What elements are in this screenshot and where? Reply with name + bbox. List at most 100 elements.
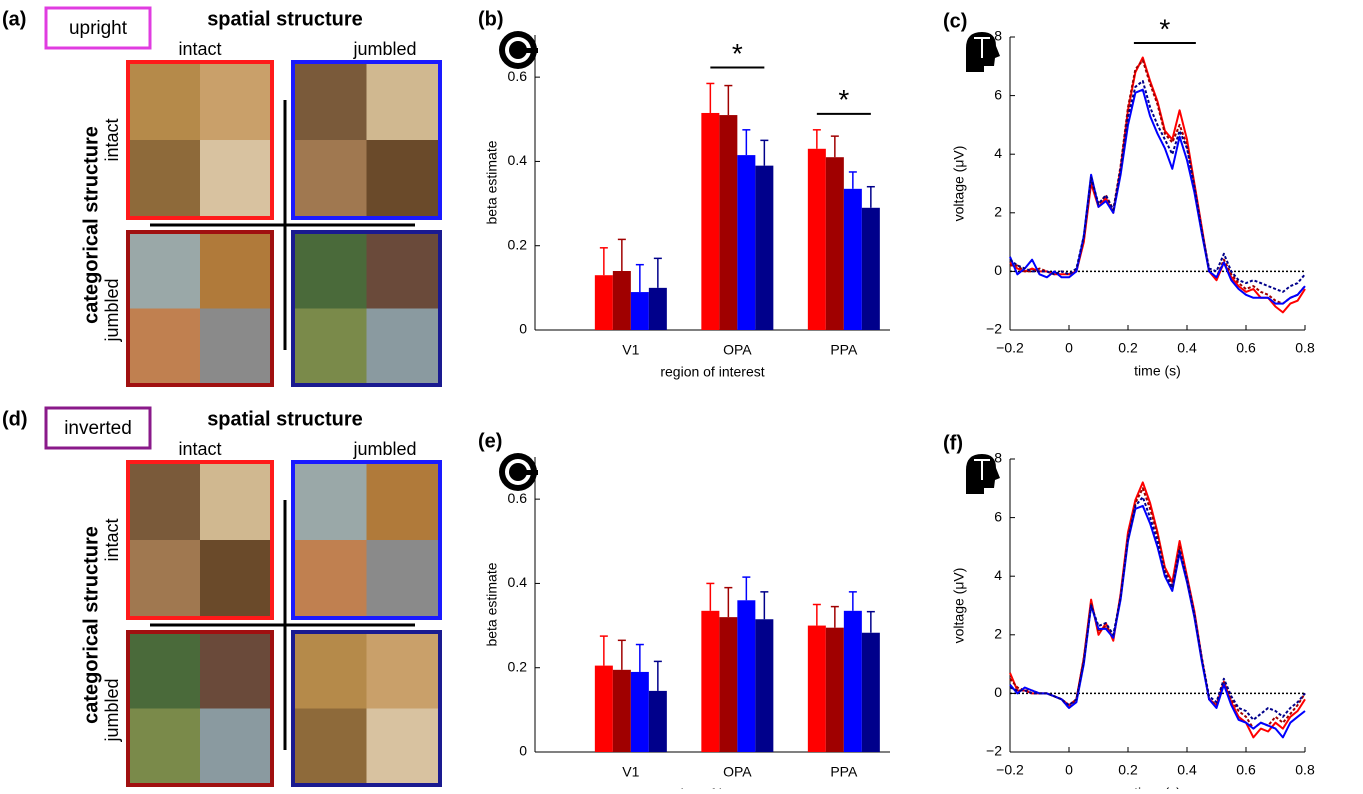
- x-axis-label: time (s): [1134, 363, 1181, 379]
- y-tick-label: 4: [994, 145, 1002, 161]
- x-tick-label: 0.4: [1177, 762, 1197, 778]
- bar: [843, 188, 862, 330]
- scene-photo: [293, 632, 367, 709]
- significance-star: *: [838, 84, 849, 115]
- y-tick-label: 0.4: [508, 152, 528, 168]
- bar: [825, 157, 844, 330]
- column-header: spatial structure: [207, 408, 363, 430]
- x-tick-label: 0.6: [1236, 762, 1256, 778]
- row-label: jumbled: [102, 278, 122, 342]
- x-tick-label: 0.8: [1295, 762, 1315, 778]
- scene-photo: [293, 140, 367, 218]
- scene-photo: [366, 462, 440, 540]
- x-tick-label: 0: [1065, 340, 1073, 356]
- x-tick-label: −0.2: [996, 762, 1024, 778]
- y-axis-label: voltage (μV): [951, 146, 967, 222]
- scene-photo: [200, 140, 272, 218]
- scene-photo: [128, 462, 200, 540]
- column-header: spatial structure: [207, 8, 363, 30]
- x-tick-label: 0.6: [1236, 340, 1256, 356]
- bar: [843, 610, 862, 752]
- condition-frame: [291, 60, 442, 220]
- bar: [648, 690, 667, 752]
- panel-label: (f): [943, 432, 963, 454]
- y-tick-label: 0.4: [508, 574, 528, 590]
- x-tick-label: 0: [1065, 762, 1073, 778]
- scanner-icon: [516, 470, 538, 475]
- y-tick-label: 6: [994, 508, 1002, 524]
- scene-photo: [128, 708, 200, 785]
- x-tick-label: 0.2: [1118, 340, 1138, 356]
- x-tick-label: V1: [622, 764, 639, 780]
- bar: [807, 625, 826, 752]
- x-tick-label: −0.2: [996, 340, 1024, 356]
- y-axis-label: beta estimate: [484, 140, 500, 224]
- erp-line: [1009, 504, 1306, 739]
- y-tick-label: 0: [519, 743, 527, 759]
- condition-box: [44, 406, 152, 450]
- significance-star: *: [732, 38, 743, 69]
- bar: [737, 155, 756, 330]
- bar: [755, 165, 774, 330]
- scene-photo: [128, 308, 200, 385]
- eeg-icon: [974, 37, 990, 58]
- bar: [612, 669, 631, 752]
- scene-photo: [366, 232, 440, 309]
- bar: [701, 610, 720, 752]
- scene-photo: [128, 540, 200, 618]
- scene-photo: [200, 232, 272, 309]
- scene-photo: [366, 308, 440, 385]
- x-tick-label: PPA: [830, 342, 858, 358]
- y-tick-label: −2: [986, 743, 1002, 759]
- erp-line: [1009, 496, 1306, 721]
- condition-frame: [291, 230, 442, 387]
- scene-photo: [293, 462, 367, 540]
- row-header: categorical structure: [80, 526, 102, 724]
- erp-line: [1009, 481, 1306, 739]
- bar: [719, 617, 738, 752]
- y-tick-label: 2: [994, 626, 1002, 642]
- column-label: jumbled: [352, 439, 416, 459]
- y-tick-label: 8: [994, 28, 1002, 44]
- x-tick-label: OPA: [723, 342, 752, 358]
- bar: [594, 275, 613, 330]
- x-tick-label: PPA: [830, 764, 858, 780]
- bar: [630, 292, 649, 330]
- significance-star: *: [1159, 13, 1170, 44]
- scene-photo: [366, 708, 440, 785]
- scene-photo: [293, 232, 367, 309]
- panel-label: (a): [2, 8, 26, 30]
- bar: [861, 207, 880, 330]
- column-label: jumbled: [352, 39, 416, 59]
- bar: [648, 287, 667, 330]
- bar: [701, 112, 720, 330]
- scene-photo: [293, 62, 367, 140]
- column-label: intact: [178, 39, 221, 59]
- bar: [755, 619, 774, 752]
- condition-frame: [291, 460, 442, 620]
- row-label: intact: [102, 118, 122, 161]
- scene-photo: [366, 632, 440, 709]
- y-tick-label: 4: [994, 567, 1002, 583]
- erp-line: [1010, 59, 1306, 305]
- y-axis-label: voltage (μV): [951, 568, 967, 644]
- column-label: intact: [178, 439, 221, 459]
- bar: [719, 115, 738, 330]
- condition-frame: [126, 60, 274, 220]
- y-axis-label: beta estimate: [484, 562, 500, 646]
- scene-photo: [200, 632, 272, 709]
- y-tick-label: 8: [994, 450, 1002, 466]
- panel-label: (c): [943, 10, 967, 32]
- scene-photo: [366, 540, 440, 618]
- x-tick-label: OPA: [723, 764, 752, 780]
- scene-photo: [366, 140, 440, 218]
- scene-photo: [128, 62, 200, 140]
- scene-photo: [366, 62, 440, 140]
- panel-label: (b): [478, 8, 504, 30]
- scene-photo: [293, 540, 367, 618]
- scene-photo: [200, 308, 272, 385]
- panel-label: (e): [478, 430, 502, 452]
- scene-photo: [128, 140, 200, 218]
